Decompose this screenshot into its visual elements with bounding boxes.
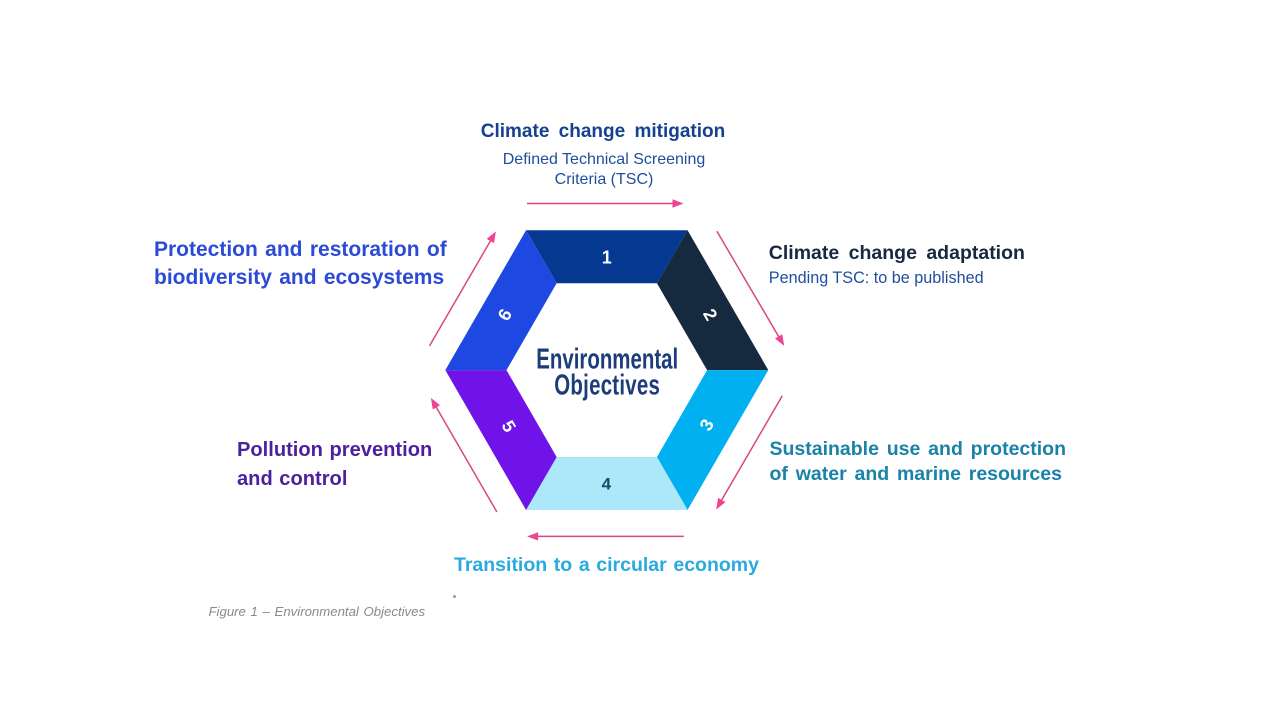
svg-text:Objectives: Objectives: [554, 369, 660, 401]
svg-text:Environmental: Environmental: [536, 343, 678, 375]
svg-text:4: 4: [602, 474, 612, 493]
svg-text:1: 1: [602, 247, 612, 267]
